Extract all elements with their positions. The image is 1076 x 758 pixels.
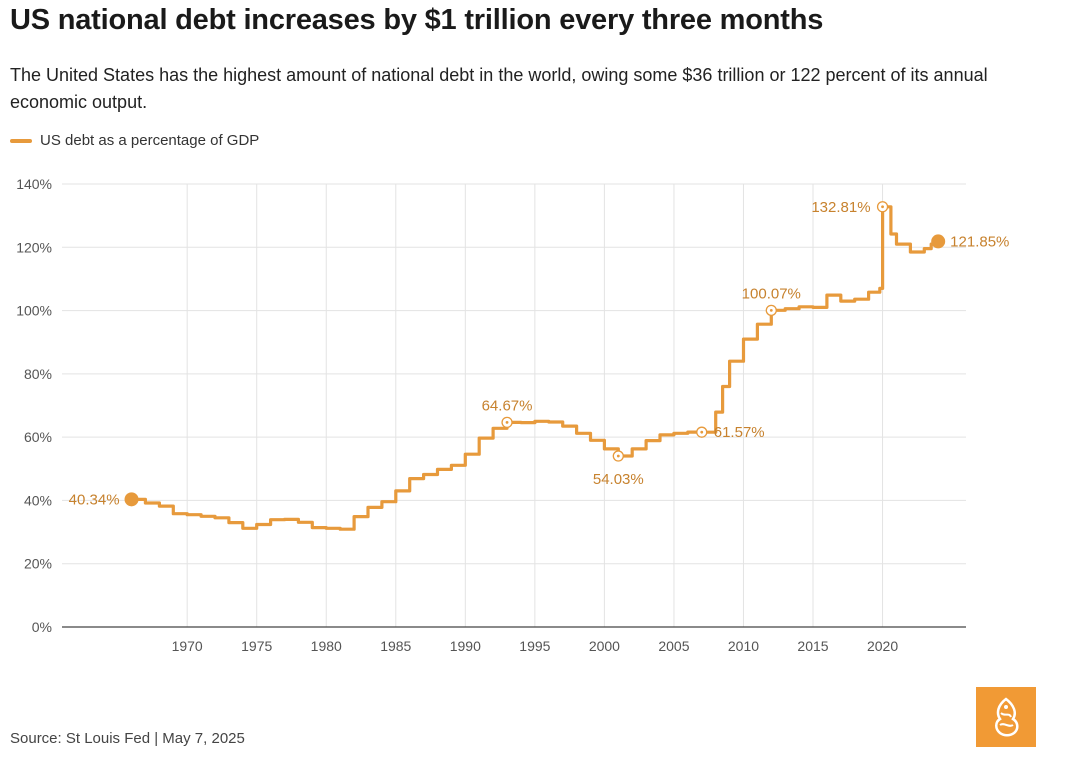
annotation-point-dot xyxy=(700,430,704,434)
legend-label: US debt as a percentage of GDP xyxy=(40,132,260,149)
x-tick-label: 2005 xyxy=(658,638,689,654)
annotation-label: 61.57% xyxy=(714,424,765,441)
y-tick-label: 100% xyxy=(16,303,52,319)
annotation-label: 54.03% xyxy=(593,471,644,488)
y-tick-label: 40% xyxy=(24,492,52,508)
y-tick-label: 60% xyxy=(24,429,52,445)
annotation-label: 40.34% xyxy=(69,491,120,508)
series-line-debt-to-gdp xyxy=(131,205,940,531)
x-tick-label: 2015 xyxy=(797,638,828,654)
al-jazeera-logo-icon xyxy=(976,687,1036,747)
annotation-point-dot xyxy=(769,308,773,312)
y-tick-label: 0% xyxy=(32,619,52,635)
annotation-point-filled xyxy=(124,492,139,507)
x-tick-label: 1975 xyxy=(241,638,272,654)
y-tick-label: 20% xyxy=(24,556,52,572)
x-tick-label: 1985 xyxy=(380,638,411,654)
x-tick-label: 1990 xyxy=(450,638,481,654)
x-tick-label: 1995 xyxy=(519,638,550,654)
x-tick-label: 2010 xyxy=(728,638,759,654)
source-note: Source: St Louis Fed | May 7, 2025 xyxy=(10,730,245,747)
x-tick-label: 1980 xyxy=(311,638,342,654)
legend: US debt as a percentage of GDP xyxy=(10,132,259,149)
annotation-point-dot xyxy=(616,454,620,458)
y-tick-label: 80% xyxy=(24,366,52,382)
annotation-point-dot xyxy=(505,420,509,424)
annotation-label: 132.81% xyxy=(811,199,870,216)
chart-subtitle: The United States has the highest amount… xyxy=(10,65,988,112)
annotation-label: 100.07% xyxy=(742,285,801,302)
legend-line-swatch xyxy=(10,138,32,143)
chart-title: US national debt increases by $1 trillio… xyxy=(10,4,824,36)
annotation-point-dot xyxy=(881,205,884,209)
x-tick-label: 2000 xyxy=(589,638,620,654)
x-tick-label: 1970 xyxy=(172,638,203,654)
annotation-point-filled xyxy=(931,234,946,249)
debt-line-chart: 0% 20% 40% 60% 80% 100% 120% 140% 1970 1975 1980 19… xyxy=(16,176,1009,654)
x-tick-label: 2020 xyxy=(867,638,898,654)
annotation-label: 121.85% xyxy=(950,233,1009,250)
y-tick-label: 120% xyxy=(16,239,52,255)
y-tick-label: 140% xyxy=(16,176,52,192)
annotation-label: 64.67% xyxy=(482,397,533,414)
